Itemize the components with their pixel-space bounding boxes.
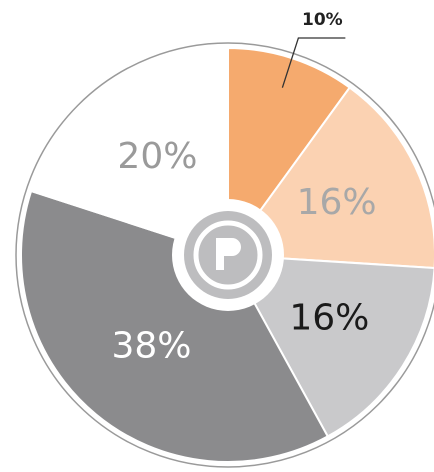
pie-slice (29, 46, 229, 257)
slice-label: 10% (302, 10, 343, 30)
logo (172, 199, 284, 311)
slice-label: 20% (117, 136, 197, 177)
labels: 10% 16% 16% 38% 20% (111, 10, 376, 367)
slice-label: 16% (289, 297, 369, 338)
slice-label: 16% (297, 182, 377, 223)
slice-label: 38% (111, 326, 191, 367)
pie-slice (226, 86, 434, 269)
logo-letter (216, 238, 241, 270)
leader-line (281, 37, 346, 88)
slices (20, 46, 434, 463)
pie-slice (20, 189, 330, 463)
pie-slice (226, 253, 434, 438)
logo-ring (193, 220, 263, 290)
